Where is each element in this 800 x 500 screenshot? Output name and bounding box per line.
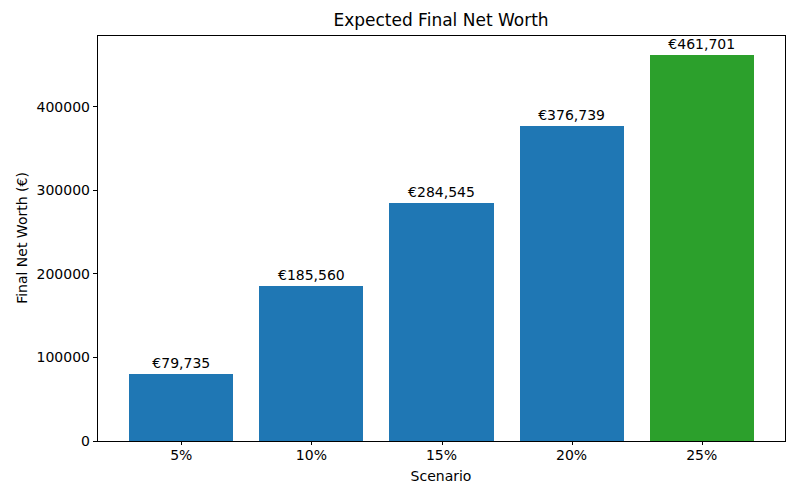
x-tick-label: 10% — [296, 448, 327, 462]
x-tick-label: 15% — [426, 448, 457, 462]
x-tick-mark — [181, 441, 182, 445]
y-axis-label: Final Net Worth (€) — [14, 172, 30, 304]
chart-title: Expected Final Net Worth — [333, 10, 548, 30]
y-tick-label: 400000 — [37, 100, 90, 114]
x-tick-mark — [572, 441, 573, 445]
y-tick-mark — [93, 441, 97, 442]
plot-area: €79,7355%€185,56010%€284,54515%€376,7392… — [97, 35, 786, 442]
bar-value-label: €284,545 — [408, 185, 475, 199]
bar — [520, 126, 624, 441]
y-tick-mark — [93, 273, 97, 274]
y-tick-label: 100000 — [37, 350, 90, 364]
bar-value-label: €461,701 — [668, 37, 735, 51]
bar — [259, 286, 363, 441]
x-tick-mark — [702, 441, 703, 445]
bar-chart-figure: Expected Final Net Worth Final Net Worth… — [0, 0, 800, 500]
x-tick-label: 5% — [170, 448, 192, 462]
y-tick-label: 300000 — [37, 183, 90, 197]
bar — [389, 203, 493, 441]
y-tick-label: 200000 — [37, 267, 90, 281]
bar-value-label: €185,560 — [278, 268, 345, 282]
y-tick-mark — [93, 106, 97, 107]
y-tick-label: 0 — [81, 434, 90, 448]
bar-value-label: €79,735 — [152, 356, 210, 370]
bar-value-label: €376,739 — [538, 108, 605, 122]
bar — [129, 374, 233, 441]
x-tick-label: 20% — [556, 448, 587, 462]
x-tick-mark — [311, 441, 312, 445]
bar — [650, 55, 754, 441]
x-tick-label: 25% — [686, 448, 717, 462]
x-tick-mark — [442, 441, 443, 445]
y-tick-mark — [93, 190, 97, 191]
y-tick-mark — [93, 357, 97, 358]
x-axis-label: Scenario — [411, 468, 472, 484]
